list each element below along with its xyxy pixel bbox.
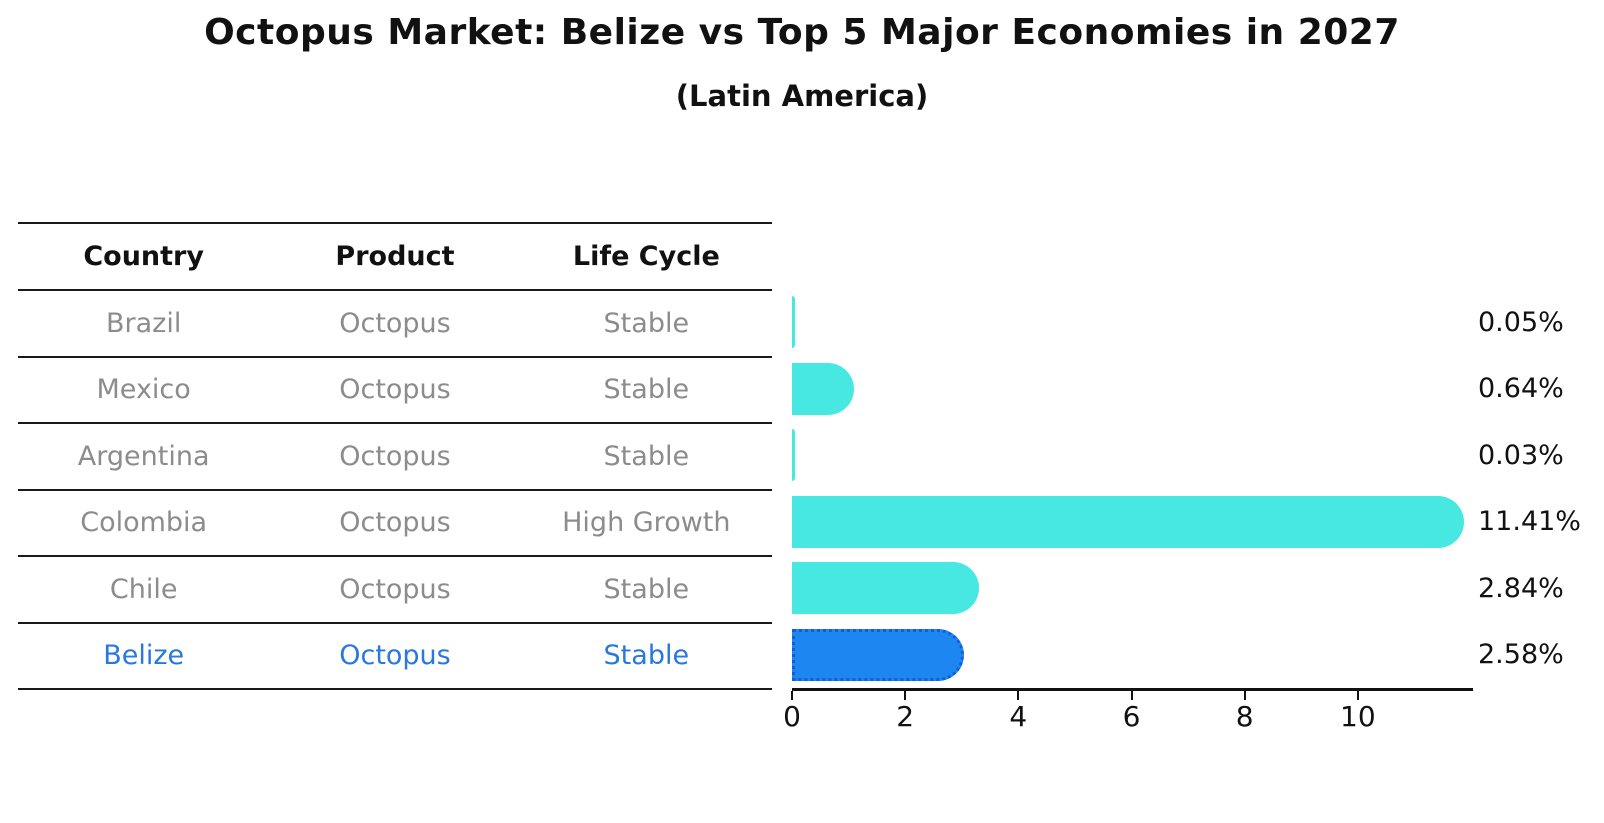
bar-row xyxy=(792,555,1471,622)
country-cell: Argentina xyxy=(77,440,210,472)
x-tick-mark xyxy=(791,691,793,700)
table-row: Chile Octopus Stable xyxy=(18,557,772,624)
x-tick-label: 2 xyxy=(896,700,915,733)
x-tick-mark xyxy=(1017,691,1020,700)
column-header-country: Country xyxy=(83,241,204,272)
column-header-life-cycle: Life Cycle xyxy=(572,241,720,272)
value-label-colombia: 11.41% xyxy=(1478,506,1581,538)
life-cycle-cell: Stable xyxy=(603,374,690,406)
table-row: Argentina Octopus Stable xyxy=(18,424,772,491)
table-row: Belize Octopus Stable xyxy=(18,624,772,690)
life-cycle-cell: Stable xyxy=(603,440,690,472)
bar-row xyxy=(792,622,1471,689)
country-cell: Mexico xyxy=(96,374,191,406)
x-tick-label: 4 xyxy=(1009,700,1028,733)
product-cell: Octopus xyxy=(339,374,451,406)
country-cell: Belize xyxy=(103,640,185,672)
x-tick-label: 6 xyxy=(1122,700,1141,733)
x-tick-label: 8 xyxy=(1235,700,1254,733)
x-tick-mark xyxy=(1243,691,1246,700)
table-row: Colombia Octopus High Growth xyxy=(18,491,772,557)
table-row: Mexico Octopus Stable xyxy=(18,358,772,424)
life-cycle-cell: Stable xyxy=(603,573,690,605)
bar-brazil xyxy=(792,296,795,348)
life-cycle-cell: Stable xyxy=(603,307,690,339)
value-label-brazil: 0.05% xyxy=(1478,306,1564,338)
x-tick-mark xyxy=(904,691,907,700)
x-tick-mark xyxy=(1130,691,1133,700)
table-body: Brazil Octopus Stable Mexico Octopus Sta… xyxy=(18,291,772,690)
value-label-argentina: 0.03% xyxy=(1478,439,1564,471)
table-header-row: Country Product Life Cycle xyxy=(18,224,772,291)
country-cell: Colombia xyxy=(80,507,208,539)
bar-plot-area xyxy=(792,289,1471,688)
table-row: Brazil Octopus Stable xyxy=(18,291,772,358)
product-cell: Octopus xyxy=(339,573,451,605)
bar-colombia xyxy=(792,495,1464,548)
bar-argentina xyxy=(792,429,795,481)
bar-row xyxy=(792,356,1471,423)
bar-chile xyxy=(792,562,979,614)
x-axis-line xyxy=(792,688,1473,691)
product-cell: Octopus xyxy=(339,640,451,672)
x-tick-label: 10 xyxy=(1340,700,1376,733)
bar-mexico xyxy=(792,362,855,415)
bar-row xyxy=(792,489,1471,556)
life-cycle-cell: High Growth xyxy=(562,507,731,539)
chart-title: Octopus Market: Belize vs Top 5 Major Ec… xyxy=(204,12,1400,53)
life-cycle-cell: Stable xyxy=(603,640,690,672)
value-label-belize: 2.58% xyxy=(1478,639,1564,671)
bar-belize-highlighted xyxy=(792,628,964,681)
product-cell: Octopus xyxy=(339,307,451,339)
value-label-chile: 2.84% xyxy=(1478,572,1564,604)
chart-subtitle: (Latin America) xyxy=(675,79,929,113)
country-cell: Brazil xyxy=(105,307,182,339)
product-cell: Octopus xyxy=(339,507,451,539)
value-label-mexico: 0.64% xyxy=(1478,373,1564,405)
bar-row xyxy=(792,422,1471,489)
bar-row xyxy=(792,289,1471,356)
x-tick-label: 0 xyxy=(783,700,801,733)
x-tick-mark xyxy=(1356,691,1359,700)
country-table: Country Product Life Cycle Brazil Octopu… xyxy=(18,222,772,690)
country-cell: Chile xyxy=(109,573,178,605)
column-header-product: Product xyxy=(335,241,455,272)
product-cell: Octopus xyxy=(339,440,451,472)
